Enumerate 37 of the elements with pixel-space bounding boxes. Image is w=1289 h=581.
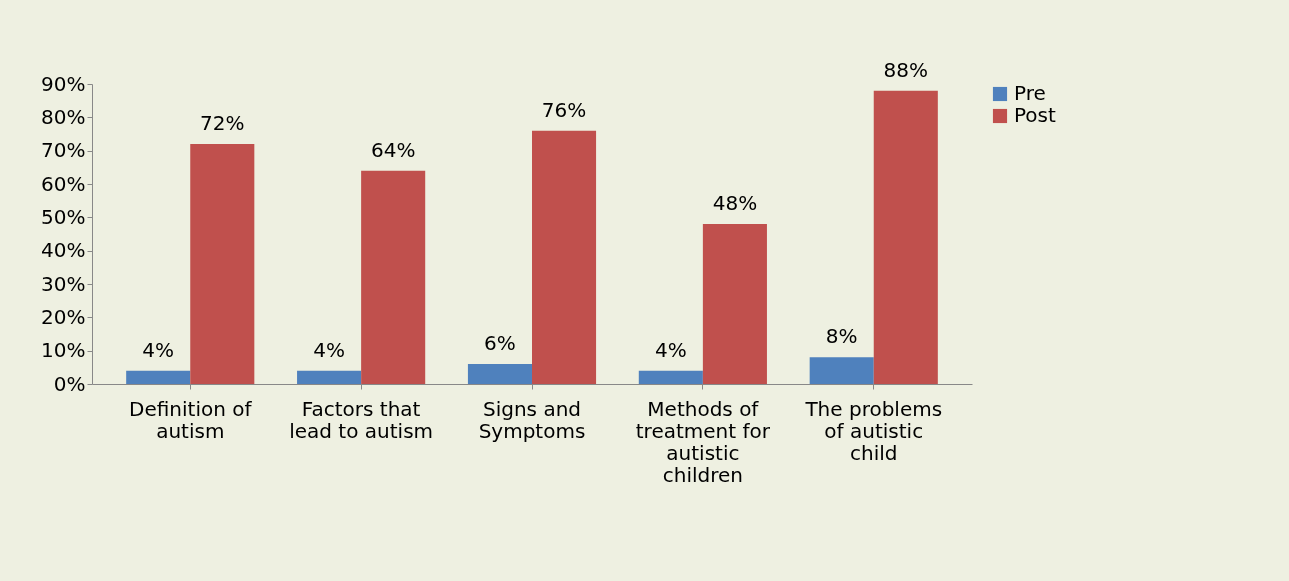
data-label: 88% [883,57,929,82]
bar [873,90,938,384]
bar [638,370,703,384]
x-tick-label: Factors that lead to autism [289,396,434,443]
y-tick-label: 40% [41,238,86,263]
data-label: 6% [484,331,516,355]
bar [532,130,597,384]
y-tick-label: 50% [41,204,86,229]
x-tick-label: Signs and Symptoms [478,396,586,443]
bar [297,370,362,384]
bar [361,170,426,384]
data-label: 4% [142,337,175,362]
y-tick-label: 30% [41,271,86,296]
y-tick-label: 60% [41,171,86,196]
bar [702,224,767,384]
data-label: 76% [541,97,587,122]
x-tick-label: The problems of autistic child [804,396,943,465]
y-tick-label: 80% [41,104,86,129]
bar [467,364,532,384]
data-label: 64% [370,137,416,162]
data-label: 4% [654,337,687,362]
x-tick-label: Definition of autism [129,396,253,443]
data-label: 8% [825,324,858,349]
y-tick-label: 20% [41,304,86,329]
y-tick-label: 10% [41,338,86,363]
data-label: 48% [712,191,758,215]
legend-label: Pre [1014,81,1046,105]
bar [809,357,874,384]
y-tick-label: 90% [41,71,86,96]
data-label: 4% [313,337,345,362]
y-tick-label: 70% [41,138,86,163]
x-tick-label: Methods of treatment for autistic children [635,396,771,487]
legend-label: Post [1014,103,1056,127]
bar [190,144,255,384]
data-label: 72% [200,111,245,135]
bar [126,370,191,384]
y-tick-label: 0% [53,371,86,396]
